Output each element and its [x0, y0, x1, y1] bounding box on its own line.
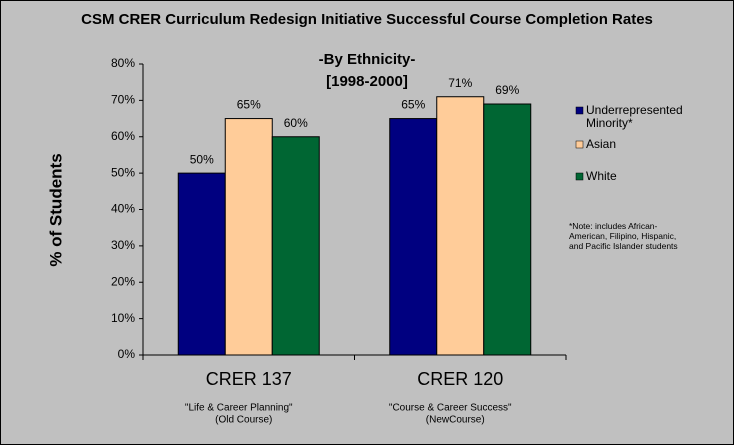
- legend-swatch: [575, 106, 584, 115]
- y-tick-label: 10%: [111, 311, 135, 325]
- y-tick-label: 40%: [111, 202, 135, 216]
- value-label: 71%: [448, 76, 472, 90]
- y-tick-label: 80%: [111, 56, 135, 70]
- y-tick-label: 30%: [111, 238, 135, 252]
- value-label: 60%: [284, 116, 308, 130]
- chart-period: [1998-2000]: [326, 73, 408, 90]
- legend-swatch: [575, 140, 584, 149]
- y-axis-label: % of Students: [46, 153, 65, 266]
- bar: [271, 136, 320, 356]
- legend-label: Underrepresented Minority*: [586, 103, 683, 130]
- value-label: 50%: [190, 152, 214, 166]
- y-tick-label: 20%: [111, 274, 135, 288]
- bar: [436, 96, 485, 356]
- annotation: *Note: includes African-American, Filipi…: [569, 221, 678, 251]
- value-label: 65%: [237, 98, 261, 112]
- category-note: "Course & Career Success": [389, 403, 512, 414]
- y-tick-label: 0%: [118, 347, 136, 361]
- category-note: "Life & Career Planning": [185, 403, 293, 414]
- x-tick-label: CRER 120: [417, 369, 503, 389]
- bar: [389, 118, 438, 356]
- legend-label: White: [586, 169, 617, 183]
- legend-swatch: [575, 172, 584, 181]
- bar: [483, 103, 532, 356]
- chart-subtitle: -By Ethnicity-: [318, 51, 416, 68]
- y-tick-label: 50%: [111, 165, 135, 179]
- bar: [224, 118, 273, 356]
- x-tick-label: CRER 137: [206, 369, 292, 389]
- bar: [177, 172, 226, 356]
- y-tick-label: 70%: [111, 93, 135, 107]
- chart-title: CSM CRER Curriculum Redesign Initiative …: [81, 11, 653, 28]
- value-label: 65%: [401, 98, 425, 112]
- y-tick-label: 60%: [111, 129, 135, 143]
- category-note: (Old Course): [215, 415, 272, 426]
- category-note: (NewCourse): [426, 415, 485, 426]
- legend-label: Asian: [586, 137, 617, 151]
- value-label: 69%: [495, 83, 519, 97]
